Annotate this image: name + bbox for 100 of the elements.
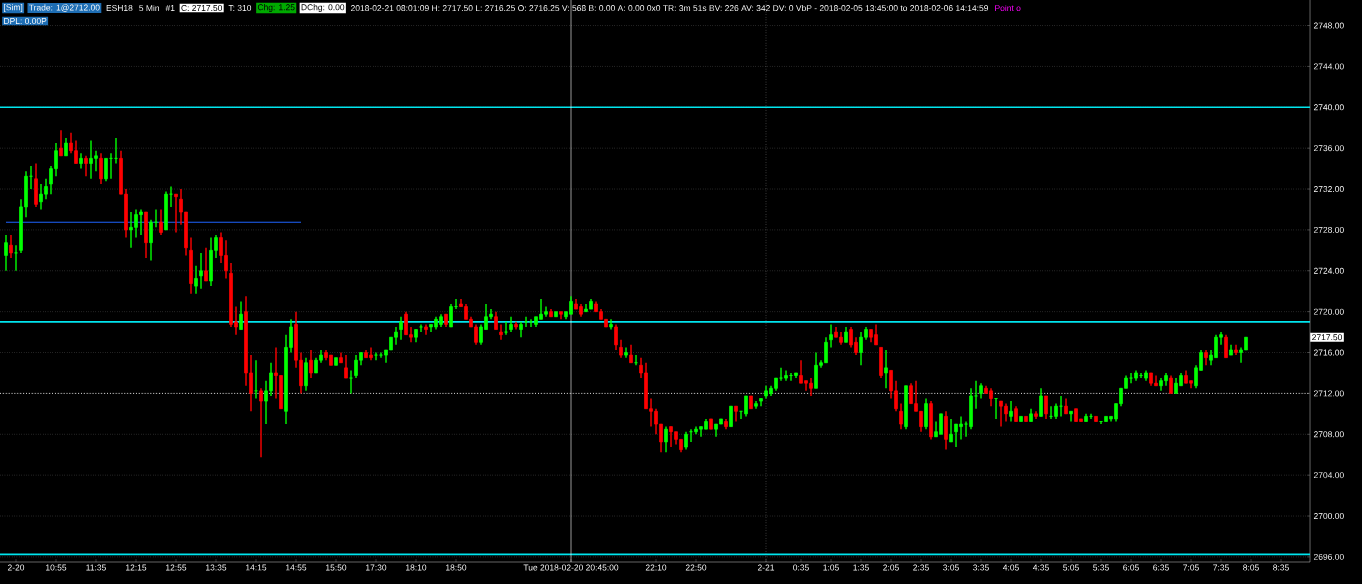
candlestick (304, 356, 308, 392)
x-tick-label: 4:05 (1002, 564, 1019, 571)
candlestick (374, 351, 378, 361)
candlestick (149, 218, 153, 262)
candlestick (14, 244, 18, 272)
annotation: ESH18 (106, 5, 133, 11)
annotation: [Sim] (4, 4, 23, 12)
x-tick-label: 2-21 (757, 564, 775, 571)
y-tick-label: 2740.00 (1313, 104, 1344, 111)
candlestick (84, 155, 88, 177)
annotation: DChg: 0.00 (301, 4, 345, 12)
candlestick (499, 323, 503, 341)
y-tick-label: 2708.00 (1313, 431, 1344, 438)
candlestick (829, 323, 833, 349)
annotation: 2018-02-21 08:01:09 H: 2717.50 L: 2716.25 O: 2716.25 V: 568 B: 0.00 A: 0.00 0x0 TR: 3m 51s BV: 226 AV: 342 DV: 0 VbP - 2018-02-05 13:45:00 to 2018-02-06 14:14:59 (351, 4, 989, 12)
y-tick-label: 2736.00 (1313, 145, 1344, 152)
x-tick-label: 0:35 (793, 564, 809, 571)
x-tick-label: Tue 2018-02-20 20:45:00 (523, 564, 619, 571)
candlestick (309, 349, 313, 379)
candlestick (664, 425, 668, 453)
annotation: #1 (165, 5, 175, 11)
annotation: Chg: 1.25 (257, 4, 295, 12)
y-tick-label: 2744.00 (1313, 63, 1344, 70)
candlestick (344, 354, 348, 379)
y-tick-label: 2732.00 (1313, 186, 1344, 193)
candlestick (419, 323, 423, 333)
annotation: DPL: 0.00P (4, 18, 47, 24)
y-tick-label: 2712.00 (1313, 390, 1344, 397)
x-tick-label: 3:35 (973, 564, 989, 571)
candlestick (944, 410, 948, 451)
candlestick (159, 208, 163, 236)
x-tick-label: 2:35 (913, 564, 929, 571)
candlestick (884, 349, 888, 389)
x-tick-label: 7:35 (1213, 564, 1229, 571)
text: 2717.50 (1312, 334, 1342, 341)
x-tick-label: 5:05 (1063, 564, 1079, 571)
x-tick-label: 4:35 (1032, 564, 1049, 571)
y-tick-label: 2704.00 (1313, 472, 1344, 479)
x-tick-label: 18:50 (446, 564, 467, 571)
x-tick-label: 11:35 (86, 564, 106, 571)
candlestick (1224, 333, 1228, 359)
x-tick-label: 1:35 (853, 564, 869, 571)
candlestick (194, 264, 198, 295)
candlestick (949, 418, 953, 443)
x-tick-label: 12:15 (126, 564, 147, 571)
candlestick (199, 252, 203, 290)
x-tick-label: 3:05 (943, 564, 959, 571)
candlestick (59, 129, 63, 157)
candlestick (4, 234, 8, 272)
x-tick-label: 1:05 (823, 564, 839, 571)
candlestick (239, 300, 243, 331)
y-tick-label: 2748.00 (1313, 22, 1344, 29)
x-tick-label: 5:35 (1093, 564, 1109, 571)
candlestick (729, 405, 733, 428)
x-tick-label: 22:10 (645, 564, 667, 571)
candlestick (734, 405, 738, 423)
x-tick-label: 2-20 (7, 564, 25, 571)
x-tick-label: 8:05 (1243, 564, 1259, 571)
candlestick (899, 402, 903, 430)
candlestick (259, 387, 263, 458)
x-tick-label: 2:05 (883, 564, 899, 571)
x-tick-label: 7:05 (1183, 564, 1199, 571)
candlestick (744, 395, 748, 418)
candlestick (204, 247, 208, 282)
x-tick-label: 15:50 (326, 564, 347, 571)
y-tick-label: 2716.00 (1313, 349, 1344, 356)
y-tick-label: 2728.00 (1313, 226, 1344, 233)
candlestick (924, 397, 928, 430)
candlestick (1069, 410, 1073, 423)
annotation: Point o (995, 4, 1021, 12)
x-tick-label: 6:35 (1153, 564, 1169, 571)
x-tick-label: 14:15 (246, 564, 267, 571)
y-tick-label: 2696.00 (1313, 553, 1344, 560)
x-tick-label: 8:35 (1273, 564, 1289, 571)
x-tick-label: 14:55 (286, 564, 307, 571)
candlestick (79, 152, 83, 170)
candlestick (1009, 400, 1013, 423)
candlestick (449, 303, 453, 328)
candlestick (174, 193, 178, 234)
candlestick (784, 369, 788, 382)
candlestick (104, 157, 108, 183)
x-tick-label: 22:50 (685, 564, 707, 571)
candlestick (424, 323, 428, 336)
x-tick-label: 13:35 (206, 564, 227, 571)
candlestick (9, 234, 13, 259)
y-tick-label: 2700.00 (1313, 513, 1344, 520)
annotation: T: 310 (228, 5, 252, 11)
y-tick-label: 2720.00 (1313, 308, 1344, 315)
x-tick-label: 6:05 (1123, 564, 1139, 571)
candlestick (609, 318, 613, 331)
candlestick (614, 323, 618, 351)
candlestick (1044, 395, 1048, 420)
candlestick (624, 346, 628, 359)
candlestick (99, 152, 103, 185)
x-tick-label: 17:30 (366, 564, 387, 571)
annotation: C: 2717.50 (181, 5, 223, 11)
candlestick (524, 316, 528, 328)
candlestick (1039, 387, 1043, 418)
x-tick-label: 10:55 (46, 564, 67, 571)
candlestick (974, 379, 978, 410)
